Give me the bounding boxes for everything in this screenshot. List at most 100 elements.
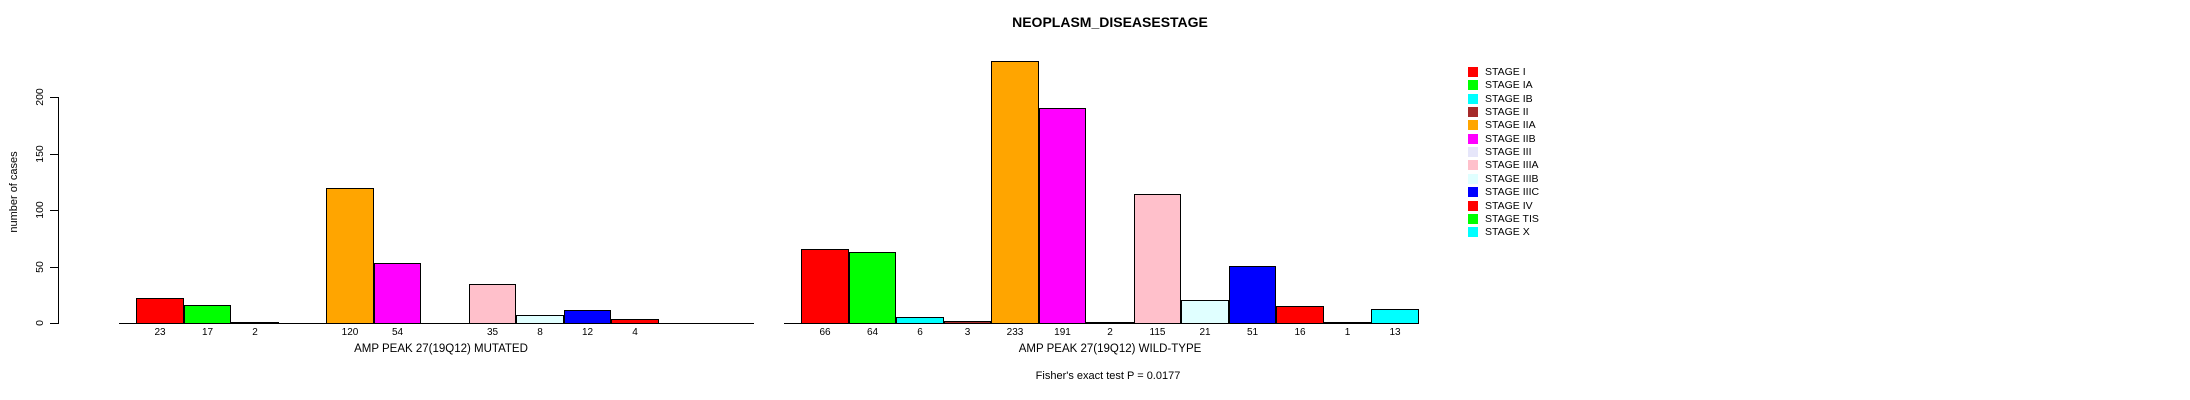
legend-swatch	[1468, 201, 1478, 211]
legend-swatch	[1468, 147, 1478, 157]
bar-wild-type-stage-iiib	[1181, 300, 1229, 324]
legend-item-stage-ib: STAGE IB	[1468, 93, 1533, 105]
bar-value-label: 64	[866, 327, 879, 338]
bar-wild-type-stage-tis	[1324, 322, 1371, 324]
bar-wild-type-stage-x	[1371, 309, 1419, 324]
legend-swatch	[1468, 160, 1478, 170]
legend-item-label: STAGE IIIC	[1485, 186, 1540, 198]
legend-item-label: STAGE IB	[1485, 93, 1533, 105]
bar-value-label: 17	[201, 327, 214, 338]
bar-value-label: 35	[486, 327, 499, 338]
y-axis-tick-label: 200	[34, 88, 46, 106]
y-axis-tick-label: 0	[34, 320, 46, 326]
legend-item-label: STAGE III	[1485, 146, 1532, 158]
bar-value-label: 3	[964, 327, 971, 338]
bar-mutated-stage-ib	[231, 322, 279, 324]
legend-item-stage-iiib: STAGE IIIB	[1468, 173, 1538, 185]
y-axis-tick	[50, 267, 58, 268]
bar-value-label: 120	[341, 327, 359, 338]
y-axis-tick-label: 150	[34, 145, 46, 163]
y-axis-tick	[50, 154, 58, 155]
legend-item-stage-iiia: STAGE IIIA	[1468, 159, 1538, 171]
legend-item-stage-ii: STAGE II	[1468, 106, 1529, 118]
legend-item-label: STAGE IV	[1485, 200, 1533, 212]
legend-item-label: STAGE IIIB	[1485, 173, 1539, 185]
y-axis-title: number of cases	[8, 151, 20, 233]
bar-value-label: 21	[1199, 327, 1211, 338]
y-axis-line	[58, 97, 59, 324]
legend-item-stage-i: STAGE I	[1468, 66, 1526, 78]
bar-value-label: 23	[154, 327, 166, 338]
bar-mutated-stage-iiib	[516, 315, 564, 324]
bar-wild-type-stage-iiia	[1134, 194, 1181, 324]
bar-value-label: 51	[1246, 327, 1259, 338]
legend-swatch	[1468, 134, 1478, 144]
bar-wild-type-stage-iia	[991, 61, 1039, 324]
legend-item-stage-x: STAGE X	[1468, 226, 1530, 238]
bar-value-label: 2	[1107, 327, 1113, 338]
y-axis-tick-label: 100	[34, 201, 46, 219]
legend-item-stage-iii: STAGE III	[1468, 146, 1531, 158]
bar-wild-type-stage-ib	[896, 317, 944, 324]
bar-value-label: 6	[917, 327, 923, 338]
bar-wild-type-stage-iii	[1086, 322, 1134, 324]
legend-item-label: STAGE II	[1485, 106, 1529, 118]
bar-value-label: 4	[632, 327, 638, 338]
bar-wild-type-stage-ia	[849, 252, 896, 324]
y-axis-tick-label: 50	[34, 261, 46, 273]
bar-value-label: 12	[581, 327, 594, 338]
x-axis-label-wildtype: AMP PEAK 27(19Q12) WILD-TYPE	[1018, 343, 1202, 355]
legend-item-label: STAGE X	[1485, 226, 1530, 238]
bar-mutated-stage-iib	[374, 263, 421, 324]
bar-mutated-stage-iv	[611, 319, 659, 324]
legend-swatch	[1468, 187, 1478, 197]
bar-value-label: 8	[537, 327, 543, 338]
bar-value-label: 66	[819, 327, 831, 338]
legend-item-stage-iiic: STAGE IIIC	[1468, 186, 1539, 198]
bar-mutated-stage-i	[136, 298, 184, 324]
legend-swatch	[1468, 214, 1478, 224]
legend-item-stage-iv: STAGE IV	[1468, 200, 1533, 212]
bar-wild-type-stage-iv	[1276, 306, 1324, 324]
bar-mutated-stage-iiia	[469, 284, 516, 324]
legend-item-stage-tis: STAGE TIS	[1468, 213, 1539, 225]
bar-wild-type-stage-ii	[944, 321, 991, 324]
bar-value-label: 1	[1344, 327, 1351, 338]
legend-swatch	[1468, 80, 1478, 90]
bar-value-label: 13	[1389, 327, 1401, 338]
chart-title: NEOPLASM_DISEASESTAGE	[1012, 14, 1208, 30]
bar-mutated-stage-iia	[326, 188, 374, 324]
legend-swatch	[1468, 67, 1478, 77]
legend-swatch	[1468, 94, 1478, 104]
legend-swatch	[1468, 107, 1478, 117]
x-axis-label-mutated: AMP PEAK 27(19Q12) MUTATED	[354, 343, 528, 355]
legend-item-stage-ia: STAGE IA	[1468, 79, 1533, 91]
legend-item-label: STAGE IIIA	[1485, 159, 1539, 171]
legend-item-label: STAGE IIB	[1485, 133, 1536, 145]
y-axis-tick	[50, 323, 58, 324]
bar-value-label: 2	[252, 327, 258, 338]
bar-value-label: 16	[1294, 327, 1306, 338]
bar-value-label: 191	[1054, 327, 1071, 338]
legend-swatch	[1468, 174, 1478, 184]
bar-value-label: 54	[391, 327, 404, 338]
bar-value-label: 233	[1006, 327, 1024, 338]
legend-swatch	[1468, 227, 1478, 237]
fisher-test-annotation: Fisher's exact test P = 0.0177	[1035, 370, 1181, 382]
legend-item-label: STAGE IA	[1485, 79, 1533, 91]
bar-value-label: 115	[1149, 327, 1166, 338]
bar-wild-type-stage-iiic	[1229, 266, 1276, 324]
legend-item-label: STAGE IIA	[1485, 119, 1536, 131]
bar-wild-type-stage-i	[801, 249, 849, 324]
y-axis-tick	[50, 210, 58, 211]
legend-swatch	[1468, 120, 1478, 130]
legend-item-label: STAGE TIS	[1485, 213, 1539, 225]
legend-item-label: STAGE I	[1485, 66, 1526, 78]
legend-item-stage-iib: STAGE IIB	[1468, 133, 1536, 145]
x-axis-line-mutated	[119, 323, 754, 324]
bar-wild-type-stage-iib	[1039, 108, 1086, 324]
bar-mutated-stage-iiic	[564, 310, 611, 324]
y-axis-tick	[50, 97, 58, 98]
legend-item-stage-iia: STAGE IIA	[1468, 119, 1536, 131]
